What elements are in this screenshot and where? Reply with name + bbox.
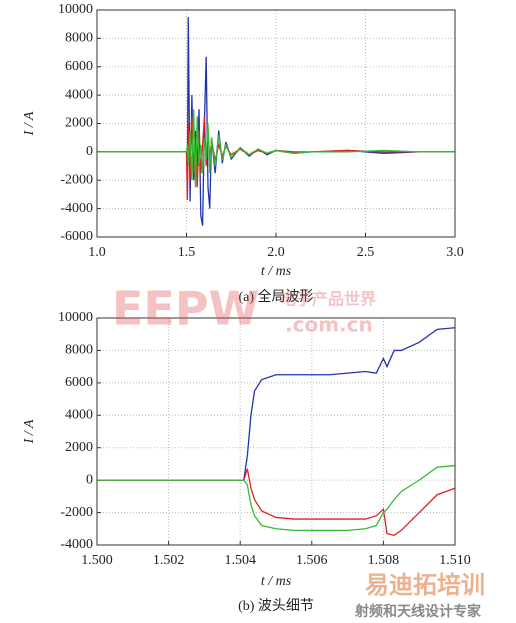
x-tick-label: 1.510 [439,553,471,568]
y-tick-label: -2000 [60,172,93,187]
x-axis-label: t / ms [261,574,292,589]
series-line [97,109,455,188]
x-tick-label: 2.5 [357,245,375,260]
y-tick-label: 4000 [65,408,93,423]
x-tick-label: 1.508 [368,553,400,568]
series-line [97,468,456,536]
y-tick-label: -4000 [60,537,93,552]
y-tick-label: -2000 [60,505,93,520]
x-tick-label: 1.502 [153,553,185,568]
y-tick-label: 4000 [65,87,93,102]
y-tick-label: -4000 [60,201,93,216]
x-axis-label: t / ms [261,264,292,279]
y-tick-label: 6000 [65,59,93,74]
plot-frame [96,9,456,238]
caption: (b) 波头细节 [238,598,314,614]
x-tick-label: 1.5 [178,245,196,260]
y-tick-label: 10000 [58,2,93,17]
y-tick-label: 6000 [65,375,93,390]
y-tick-label: -6000 [60,229,93,244]
watermark: .com.cn [285,313,373,337]
watermark: EEPW [112,282,259,336]
x-tick-label: 1.504 [224,553,256,568]
caption: (a) 全局波形 [238,288,313,305]
y-tick-label: 10000 [58,310,93,325]
y-tick-label: 8000 [65,31,93,46]
y-tick-label: 0 [86,144,93,159]
watermark: 电子产品世界 [280,290,376,309]
x-tick-label: 1.500 [81,553,113,568]
y-tick-label: 0 [86,472,93,487]
series-line [97,464,456,532]
y-tick-label: 2000 [65,116,93,131]
y-axis-label: I / A [22,419,37,444]
y-axis-label: I / A [22,111,37,136]
watermark: 射频和天线设计专家 [354,603,482,620]
x-tick-label: 3.0 [446,245,464,260]
watermark: 易迪拓培训 [365,571,485,599]
x-tick-label: 1.506 [296,553,328,568]
x-tick-label: 1.0 [88,245,106,260]
y-tick-label: 2000 [65,440,93,455]
y-tick-label: 8000 [65,343,93,358]
x-tick-label: 2.0 [267,245,285,260]
series-line [97,327,456,481]
plot-frame [96,317,456,546]
